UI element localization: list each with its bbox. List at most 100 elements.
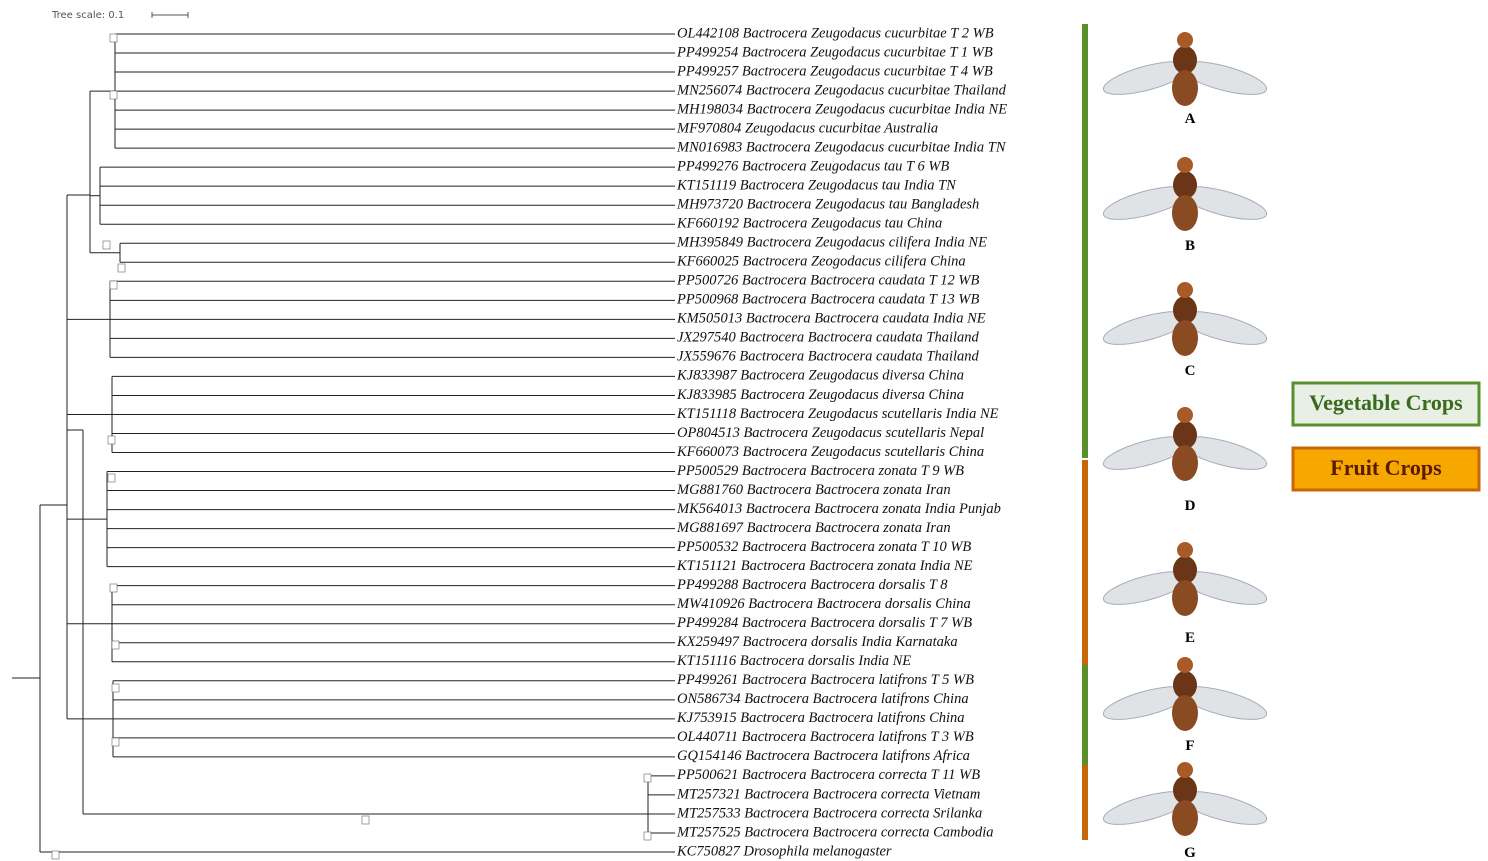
support-box xyxy=(109,583,118,593)
fly-head xyxy=(1177,157,1193,173)
leaf-label: KT151118 Bactrocera Zeugodacus scutellar… xyxy=(676,406,999,422)
leaf-label: MH973720 Bactrocera Zeugodacus tau Bangl… xyxy=(676,197,979,213)
leaf-label: PP499257 Bactrocera Zeugodacus cucurbita… xyxy=(676,63,993,79)
panel-label: F xyxy=(1185,738,1194,754)
leaf-label: MT257525 Bactrocera Bactrocera correcta … xyxy=(676,824,994,840)
leaf-label: KC750827 Drosophila melanogaster xyxy=(676,843,892,859)
fly-body xyxy=(1173,296,1197,324)
leaf-label: PP500726 Bactrocera Bactrocera caudata T… xyxy=(676,273,979,289)
panel-label: A xyxy=(1185,111,1196,127)
fly-body xyxy=(1172,320,1198,356)
support-box xyxy=(109,33,118,43)
fly-body xyxy=(1173,776,1197,804)
group-bar xyxy=(1082,578,1088,665)
fly-body xyxy=(1173,556,1197,584)
support-box xyxy=(109,280,118,290)
leaf-label: MN016983 Bactrocera Zeugodacus cucurbita… xyxy=(676,139,1007,155)
support-box xyxy=(111,683,120,693)
tree-scale: Tree scale: 0.1 xyxy=(51,10,124,21)
support-box xyxy=(111,737,120,747)
support-box xyxy=(643,773,652,783)
legend-label: Fruit Crops xyxy=(1330,455,1442,480)
leaf-label: KM505013 Bactrocera Bactrocera caudata I… xyxy=(676,311,986,327)
support-box xyxy=(117,263,126,273)
fly-body xyxy=(1173,171,1197,199)
legend-box xyxy=(1291,381,1481,427)
leaf-label: PP499254 Bactrocera Zeugodacus cucurbita… xyxy=(676,44,993,60)
leaf-label: PP500529 Bactrocera Bactrocera zonata T … xyxy=(676,463,964,479)
fly-body xyxy=(1173,671,1197,699)
leaf-label: JX297540 Bactrocera Bactrocera caudata T… xyxy=(677,330,980,346)
leaf-label: MF970804 Zeugodacus cucurbitae Australia xyxy=(676,120,938,136)
leaf-label: KJ833987 Bactrocera Zeugodacus diversa C… xyxy=(676,368,964,384)
group-bar xyxy=(1082,460,1088,578)
fly-body xyxy=(1172,195,1198,231)
panel-label: B xyxy=(1185,238,1195,254)
leaf-label: OP804513 Bactrocera Zeugodacus scutellar… xyxy=(677,425,984,441)
leaf-label: MT257321 Bactrocera Bactrocera correcta … xyxy=(676,786,980,802)
panel-label: G xyxy=(1184,845,1196,861)
leaf-label: PP499276 Bactrocera Zeugodacus tau T 6 W… xyxy=(676,158,949,174)
leaf-label: PP500532 Bactrocera Bactrocera zonata T … xyxy=(676,539,971,555)
fly-body xyxy=(1173,46,1197,74)
support-box xyxy=(51,850,60,860)
leaf-label: MT257533 Bactrocera Bactrocera correcta … xyxy=(676,805,982,821)
fly-body xyxy=(1173,421,1197,449)
fly-body xyxy=(1172,445,1198,481)
leaf-label: KT151116 Bactrocera dorsalis India NE xyxy=(676,653,911,669)
support-box xyxy=(109,90,118,100)
leaf-label: KF660192 Bactrocera Zeugodacus tau China xyxy=(676,216,942,232)
group-bar xyxy=(1082,285,1088,458)
leaf-label: PP500968 Bactrocera Bactrocera caudata T… xyxy=(676,292,979,308)
leaf-label: KJ753915 Bactrocera Bactrocera latifrons… xyxy=(676,710,965,726)
fly-head xyxy=(1177,32,1193,48)
leaf-label: JX559676 Bactrocera Bactrocera caudata T… xyxy=(677,349,980,365)
support-box xyxy=(102,240,111,250)
fly-head xyxy=(1177,282,1193,298)
leaf-label: MG881760 Bactrocera Bactrocera zonata Ir… xyxy=(676,482,951,498)
leaf-label: MG881697 Bactrocera Bactrocera zonata Ir… xyxy=(676,520,951,536)
group-bar xyxy=(1082,24,1088,285)
support-box xyxy=(361,815,370,825)
fly-head xyxy=(1177,657,1193,673)
panel-label: C xyxy=(1185,363,1196,379)
leaf-label: KF660073 Bactrocera Zeugodacus scutellar… xyxy=(676,444,984,460)
leaf-label: ON586734 Bactrocera Bactrocera latifrons… xyxy=(677,691,969,707)
fly-body xyxy=(1172,70,1198,106)
fly-head xyxy=(1177,762,1193,778)
legend-label: Vegetable Crops xyxy=(1309,390,1463,415)
leaf-label: PP500621 Bactrocera Bactrocera correcta … xyxy=(676,767,980,783)
leaf-label: KF660025 Bactrocera Zeogodacus cilifera … xyxy=(676,254,966,270)
panel-label: D xyxy=(1185,498,1196,514)
leaf-label: KT151119 Bactrocera Zeugodacus tau India… xyxy=(676,178,957,194)
leaf-label: GQ154146 Bactrocera Bactrocera latifrons… xyxy=(677,748,970,764)
leaf-label: MK564013 Bactrocera Bactrocera zonata In… xyxy=(676,501,1001,517)
leaf-label: KT151121 Bactrocera Bactrocera zonata In… xyxy=(676,558,973,574)
leaf-label: MW410926 Bactrocera Bactrocera dorsalis … xyxy=(676,596,971,612)
leaf-label: KX259497 Bactrocera dorsalis India Karna… xyxy=(676,634,958,650)
leaf-label: OL442108 Bactrocera Zeugodacus cucurbita… xyxy=(677,25,994,41)
fly-body xyxy=(1172,695,1198,731)
fly-body xyxy=(1172,800,1198,836)
leaf-label: OL440711 Bactrocera Bactrocera latifrons… xyxy=(677,729,974,745)
leaf-label: MH198034 Bactrocera Zeugodacus cucurbita… xyxy=(676,101,1007,117)
leaf-label: PP499261 Bactrocera Bactrocera latifrons… xyxy=(676,672,974,688)
fly-head xyxy=(1177,407,1193,423)
leaf-label: MH395849 Bactrocera Zeugodacus cilifera … xyxy=(676,235,987,251)
fly-head xyxy=(1177,542,1193,558)
leaf-label: PP499288 Bactrocera Bactrocera dorsalis … xyxy=(676,577,948,593)
leaf-label: PP499284 Bactrocera Bactrocera dorsalis … xyxy=(676,615,972,631)
panel-label: E xyxy=(1185,630,1195,646)
support-box xyxy=(643,831,652,841)
support-box xyxy=(111,640,120,650)
support-box xyxy=(107,435,116,445)
leaf-label: MN256074 Bactrocera Zeugodacus cucurbita… xyxy=(676,82,1007,98)
fly-body xyxy=(1172,580,1198,616)
leaf-label: KJ833985 Bactrocera Zeugodacus diversa C… xyxy=(676,387,964,403)
support-box xyxy=(107,473,116,483)
legend-box xyxy=(1291,446,1481,492)
group-bar xyxy=(1082,665,1088,765)
group-bar xyxy=(1082,765,1088,840)
